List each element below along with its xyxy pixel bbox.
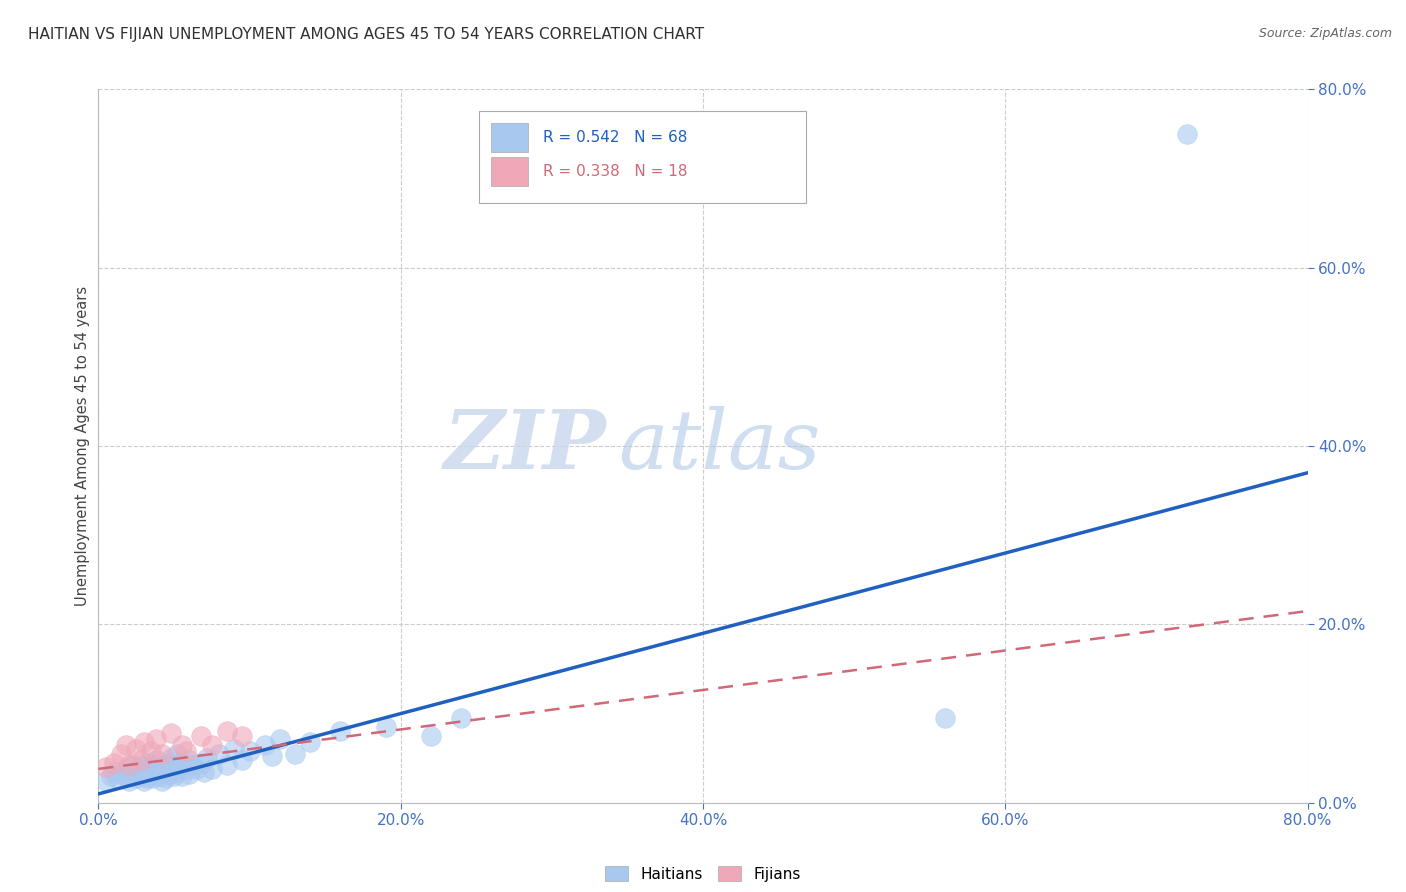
Point [190, 729, 212, 743]
Point [114, 738, 136, 752]
Point [166, 747, 188, 761]
Point [145, 762, 167, 776]
Point [170, 756, 193, 770]
Point [118, 758, 141, 772]
Point [125, 764, 148, 779]
Point [215, 724, 238, 739]
Point [100, 769, 122, 783]
Point [150, 764, 173, 779]
Point [177, 753, 201, 767]
Point [174, 744, 197, 758]
Point [125, 742, 148, 756]
Point [142, 771, 165, 785]
Point [215, 758, 238, 772]
Point [132, 769, 155, 783]
Point [103, 764, 125, 779]
Point [170, 738, 193, 752]
Point [934, 711, 956, 725]
Text: Source: ZipAtlas.com: Source: ZipAtlas.com [1258, 27, 1392, 40]
Point [135, 762, 157, 776]
Legend: Haitians, Fijians: Haitians, Fijians [599, 860, 807, 888]
Point [110, 747, 132, 761]
Text: R = 0.542   N = 68: R = 0.542 N = 68 [543, 130, 688, 145]
Point [181, 758, 204, 772]
Point [450, 711, 472, 725]
Point [105, 771, 128, 785]
Point [145, 731, 167, 746]
Point [1175, 127, 1198, 141]
Point [152, 758, 174, 772]
Point [129, 760, 152, 774]
Point [299, 735, 322, 749]
Text: atlas: atlas [619, 406, 821, 486]
Point [170, 769, 193, 783]
Point [155, 760, 177, 774]
Point [284, 747, 307, 761]
Point [110, 767, 132, 781]
Text: R = 0.338   N = 18: R = 0.338 N = 18 [543, 164, 688, 178]
Point [132, 735, 155, 749]
Point [329, 724, 352, 739]
Point [141, 764, 163, 779]
Point [114, 762, 136, 776]
Point [141, 769, 163, 783]
Text: HAITIAN VS FIJIAN UNEMPLOYMENT AMONG AGES 45 TO 54 YEARS CORRELATION CHART: HAITIAN VS FIJIAN UNEMPLOYMENT AMONG AGE… [28, 27, 704, 42]
Point [136, 756, 159, 770]
Point [208, 747, 231, 761]
Point [163, 758, 186, 772]
Point [136, 767, 159, 781]
Point [132, 773, 155, 788]
FancyBboxPatch shape [492, 157, 527, 186]
Y-axis label: Unemployment Among Ages 45 to 54 years: Unemployment Among Ages 45 to 54 years [75, 286, 90, 606]
Point [224, 742, 246, 756]
FancyBboxPatch shape [492, 123, 527, 152]
Point [160, 726, 183, 740]
Point [135, 771, 157, 785]
Point [121, 758, 143, 772]
Point [141, 744, 163, 758]
Point [195, 751, 218, 765]
Point [163, 769, 186, 783]
Point [129, 753, 152, 767]
Point [374, 720, 396, 734]
Point [231, 753, 253, 767]
Point [190, 756, 212, 770]
Point [150, 747, 173, 761]
Point [141, 758, 163, 772]
Point [239, 744, 262, 758]
Point [160, 751, 183, 765]
Point [186, 762, 208, 776]
Point [174, 762, 197, 776]
Point [166, 764, 188, 779]
Point [231, 729, 253, 743]
Point [201, 738, 224, 752]
Point [125, 771, 148, 785]
Point [148, 769, 170, 783]
Point [103, 756, 125, 770]
Point [132, 764, 155, 779]
Point [177, 767, 201, 781]
Point [155, 771, 177, 785]
Point [419, 729, 441, 743]
Point [150, 773, 173, 788]
Point [159, 756, 181, 770]
Point [118, 773, 141, 788]
Point [145, 753, 167, 767]
Point [129, 767, 152, 781]
Point [193, 764, 215, 779]
Point [94, 773, 117, 788]
Point [94, 760, 117, 774]
Point [148, 762, 170, 776]
Point [262, 749, 284, 764]
Point [253, 738, 276, 752]
Text: ZIP: ZIP [444, 406, 606, 486]
Point [201, 762, 224, 776]
Point [269, 731, 291, 746]
FancyBboxPatch shape [479, 111, 806, 203]
Point [132, 760, 155, 774]
Point [159, 767, 181, 781]
Point [121, 769, 143, 783]
